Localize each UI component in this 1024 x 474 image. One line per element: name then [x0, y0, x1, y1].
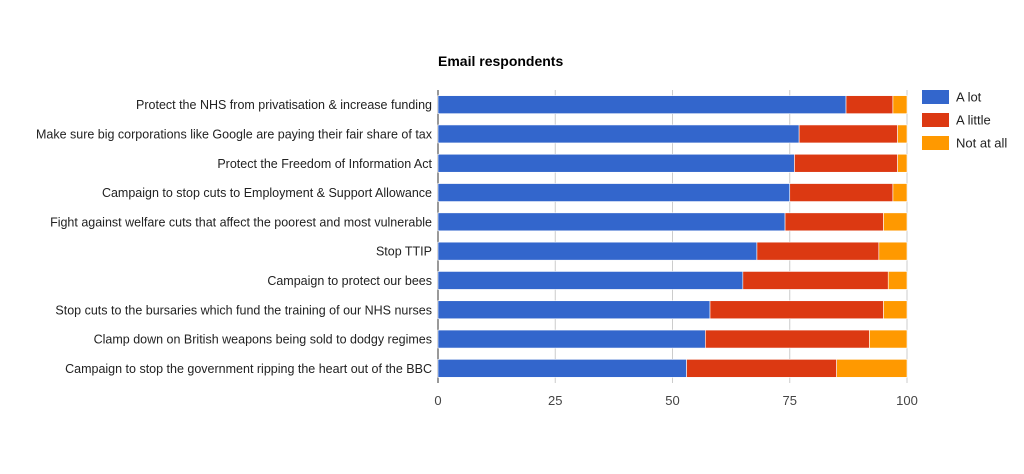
bar-a-little[interactable] [794, 153, 898, 173]
bar-a-little[interactable] [705, 329, 870, 349]
bar-a-lot[interactable] [437, 212, 786, 232]
category-label: Make sure big corporations like Google a… [36, 127, 433, 141]
category-label: Protect the NHS from privatisation & inc… [136, 98, 432, 112]
legend-swatch [922, 113, 949, 127]
category-label: Protect the Freedom of Information Act [217, 157, 432, 171]
category-label: Campaign to stop the government ripping … [65, 362, 432, 376]
x-tick-label: 75 [783, 393, 797, 408]
bar-a-lot[interactable] [437, 241, 758, 261]
bar-a-lot[interactable] [437, 183, 791, 202]
category-label: Stop TTIP [376, 245, 432, 259]
legend-label: A lot [956, 90, 982, 105]
category-label: Clamp down on British weapons being sold… [94, 333, 432, 347]
x-tick-label: 100 [896, 393, 918, 408]
bar-not-at-all[interactable] [883, 212, 908, 232]
bar-a-little[interactable] [742, 271, 889, 290]
bar-not-at-all[interactable] [892, 183, 908, 202]
chart-title: Email respondents [438, 53, 563, 69]
legend-swatch [922, 136, 949, 150]
bar-a-lot[interactable] [437, 124, 800, 144]
bar-a-lot[interactable] [437, 359, 687, 378]
category-label: Campaign to stop cuts to Employment & Su… [102, 186, 432, 200]
legend-swatch [922, 90, 949, 104]
bar-not-at-all[interactable] [878, 241, 908, 261]
category-label: Stop cuts to the bursaries which fund th… [55, 303, 432, 317]
bar-not-at-all[interactable] [869, 329, 908, 349]
bar-a-lot[interactable] [437, 271, 744, 290]
bar-a-little[interactable] [789, 183, 894, 202]
legend-label: Not at all [956, 136, 1007, 151]
bar-not-at-all[interactable] [887, 271, 908, 290]
bar-a-lot[interactable] [437, 329, 706, 349]
legend-label: A little [956, 113, 991, 128]
x-tick-label: 50 [665, 393, 679, 408]
category-label: Fight against welfare cuts that affect t… [50, 215, 432, 229]
bar-a-lot[interactable] [437, 95, 847, 114]
bar-a-little[interactable] [798, 124, 898, 144]
bar-a-little[interactable] [686, 359, 837, 378]
x-tick-label: 25 [548, 393, 562, 408]
bar-a-little[interactable] [845, 95, 894, 114]
bar-a-lot[interactable] [437, 300, 711, 320]
bar-not-at-all[interactable] [836, 359, 908, 378]
bar-not-at-all[interactable] [883, 300, 908, 320]
bar-a-little[interactable] [709, 300, 884, 320]
x-tick-label: 0 [434, 393, 441, 408]
category-label: Campaign to protect our bees [267, 274, 432, 288]
bar-a-little[interactable] [784, 212, 884, 232]
bar-not-at-all[interactable] [897, 124, 908, 144]
bar-not-at-all[interactable] [897, 153, 908, 173]
bar-not-at-all[interactable] [892, 95, 908, 114]
bar-a-little[interactable] [756, 241, 880, 261]
bar-a-lot[interactable] [437, 153, 795, 173]
